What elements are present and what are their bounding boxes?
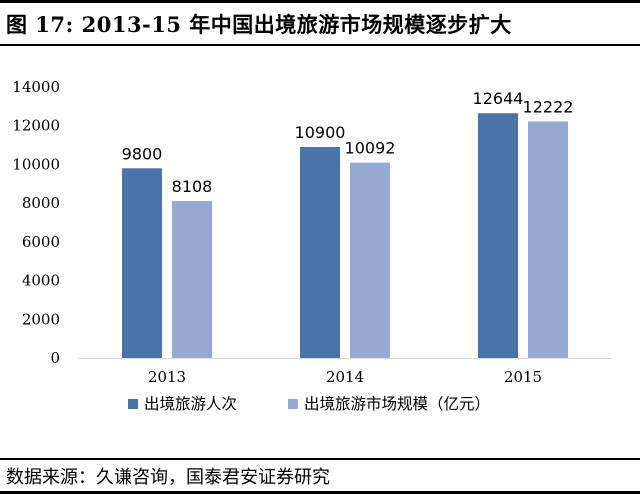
bar — [122, 168, 162, 358]
legend-label: 出境旅游市场规模（亿元） — [304, 394, 490, 413]
data-label: 12222 — [523, 97, 574, 116]
figure-title-text: 2013-15 年中国出境旅游市场规模逐步扩大 — [81, 12, 512, 37]
legend-swatch — [288, 399, 298, 409]
y-tick-label: 14000 — [12, 78, 60, 96]
y-tick-label: 4000 — [22, 272, 60, 290]
y-tick-label: 6000 — [22, 233, 60, 251]
figure-title: 图 17: 2013-15 年中国出境旅游市场规模逐步扩大 — [6, 9, 512, 39]
source-note: 数据来源：久谦咨询，国泰君安证券研究 — [6, 467, 330, 488]
data-label: 10900 — [295, 123, 346, 142]
legend-swatch — [128, 399, 138, 409]
y-tick-label: 0 — [50, 349, 60, 367]
data-label: 12644 — [473, 89, 524, 108]
data-label: 9800 — [122, 144, 163, 163]
data-label: 8108 — [172, 177, 213, 196]
top-rule — [0, 0, 640, 3]
figure-number: 图 17: — [6, 12, 74, 37]
legend-label: 出境旅游人次 — [144, 394, 237, 413]
bar — [172, 201, 212, 358]
bar — [478, 113, 518, 358]
y-tick-label: 12000 — [12, 117, 60, 135]
y-tick-label: 8000 — [22, 194, 60, 212]
bar — [528, 121, 568, 359]
bottom-rule — [0, 491, 640, 494]
bar-chart: 0 2000 4000 6000 8000 10000 12000 14000 9800 8108… — [12, 78, 612, 413]
data-label: 10092 — [345, 139, 396, 158]
y-tick-label: 2000 — [22, 310, 60, 328]
x-tick-label: 2014 — [326, 368, 364, 386]
y-tick-label: 10000 — [12, 155, 60, 173]
source-rule — [0, 458, 640, 460]
x-tick-label: 2013 — [148, 368, 186, 386]
bar — [300, 147, 340, 358]
title-rule — [0, 44, 640, 46]
bar — [350, 162, 390, 358]
x-tick-label: 2015 — [504, 368, 542, 386]
